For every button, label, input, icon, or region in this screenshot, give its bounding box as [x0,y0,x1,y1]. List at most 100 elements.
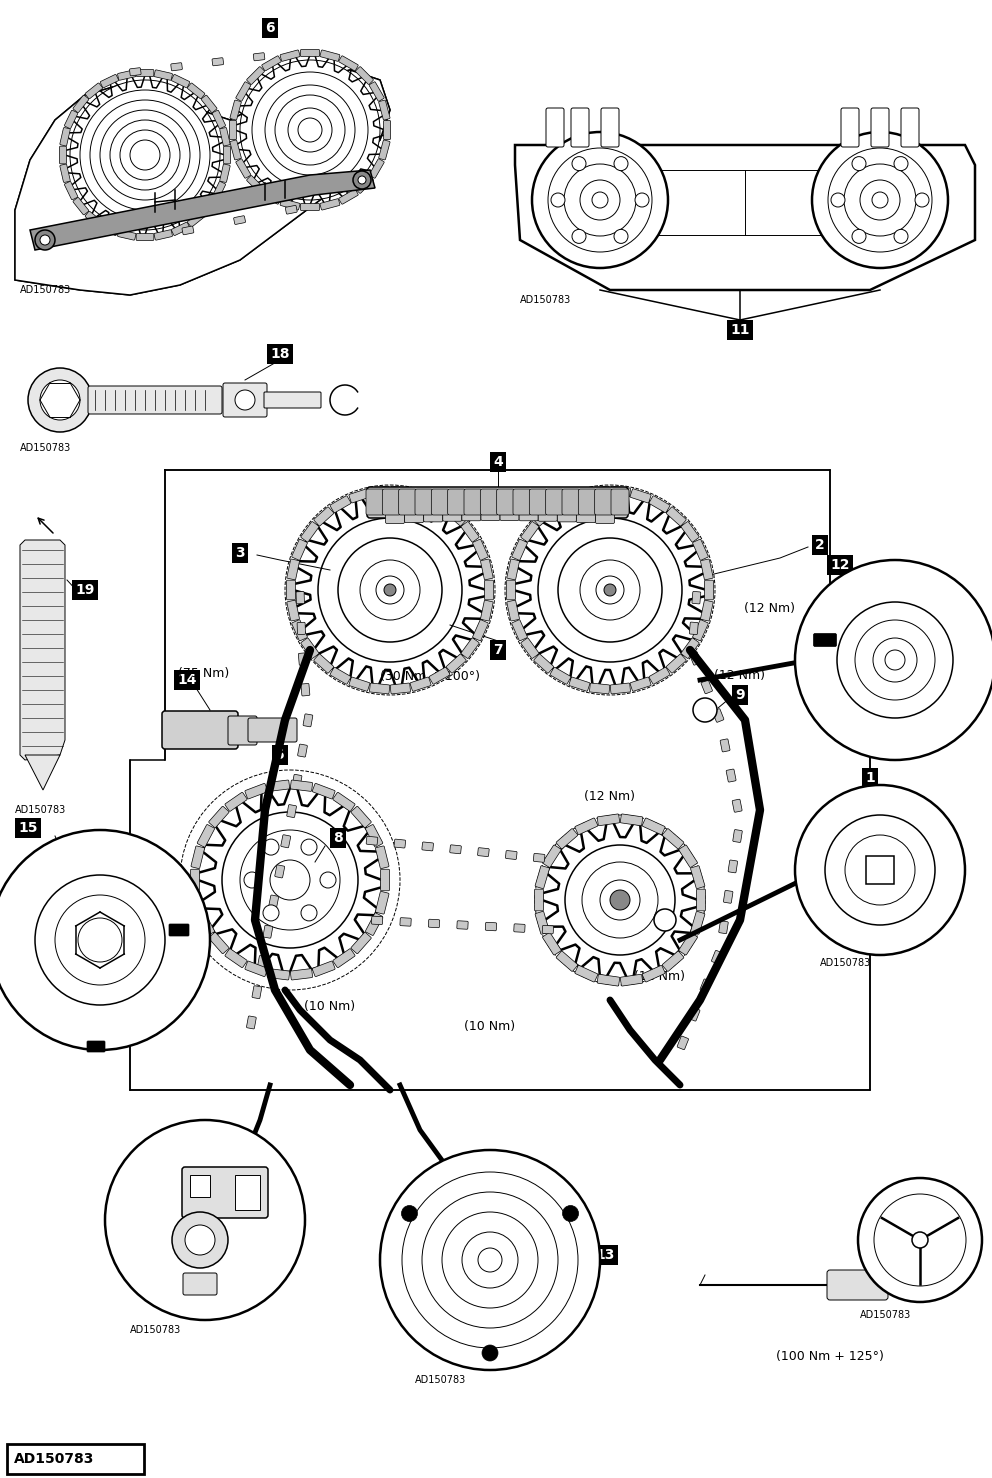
FancyBboxPatch shape [814,695,832,717]
FancyBboxPatch shape [558,510,576,522]
FancyBboxPatch shape [171,62,183,71]
Text: 14: 14 [178,672,196,687]
FancyBboxPatch shape [828,714,850,735]
FancyBboxPatch shape [365,825,383,847]
FancyBboxPatch shape [85,83,102,99]
FancyBboxPatch shape [472,539,488,560]
Circle shape [110,120,180,191]
FancyBboxPatch shape [118,69,136,80]
Circle shape [852,229,866,244]
Circle shape [654,909,676,931]
FancyBboxPatch shape [73,198,88,214]
FancyBboxPatch shape [500,1344,521,1357]
FancyBboxPatch shape [500,508,519,520]
FancyBboxPatch shape [247,1015,256,1029]
FancyBboxPatch shape [301,683,310,696]
Circle shape [270,860,310,900]
FancyBboxPatch shape [248,718,297,742]
FancyBboxPatch shape [339,189,358,204]
FancyBboxPatch shape [42,1012,65,1029]
FancyBboxPatch shape [424,510,442,522]
FancyBboxPatch shape [236,158,251,179]
Circle shape [548,148,652,253]
FancyBboxPatch shape [225,792,247,811]
FancyBboxPatch shape [390,486,411,497]
FancyBboxPatch shape [223,146,230,164]
Circle shape [40,235,50,245]
FancyBboxPatch shape [223,383,267,417]
FancyBboxPatch shape [287,804,297,817]
FancyBboxPatch shape [692,591,700,605]
FancyBboxPatch shape [355,176,373,194]
Circle shape [604,584,616,596]
Circle shape [422,1191,558,1329]
FancyBboxPatch shape [919,575,942,591]
FancyBboxPatch shape [73,95,88,112]
Text: 9: 9 [735,687,745,702]
Circle shape [70,80,220,231]
FancyBboxPatch shape [480,559,493,579]
FancyBboxPatch shape [520,1169,541,1185]
FancyBboxPatch shape [262,189,281,204]
FancyBboxPatch shape [112,844,136,857]
FancyBboxPatch shape [367,486,628,517]
FancyBboxPatch shape [351,807,371,828]
FancyBboxPatch shape [201,198,217,214]
FancyBboxPatch shape [562,489,580,514]
FancyBboxPatch shape [130,68,141,75]
FancyBboxPatch shape [611,489,629,514]
FancyBboxPatch shape [701,680,712,693]
Circle shape [562,1206,578,1221]
FancyBboxPatch shape [184,952,196,975]
FancyBboxPatch shape [64,111,77,129]
FancyBboxPatch shape [258,955,267,968]
FancyBboxPatch shape [719,921,728,934]
FancyBboxPatch shape [296,591,305,605]
FancyBboxPatch shape [848,575,871,591]
FancyBboxPatch shape [400,918,412,927]
Polygon shape [20,539,65,760]
FancyBboxPatch shape [182,1168,268,1218]
FancyBboxPatch shape [262,56,281,71]
FancyBboxPatch shape [642,817,665,835]
FancyBboxPatch shape [546,489,563,514]
Text: AD150783: AD150783 [130,1324,182,1335]
Circle shape [288,108,332,152]
FancyBboxPatch shape [24,995,45,1017]
FancyBboxPatch shape [461,522,479,542]
FancyBboxPatch shape [539,510,558,522]
FancyBboxPatch shape [726,769,736,782]
FancyBboxPatch shape [690,912,705,934]
FancyBboxPatch shape [512,619,528,641]
FancyBboxPatch shape [682,522,699,542]
FancyBboxPatch shape [64,1023,87,1036]
FancyBboxPatch shape [712,708,724,723]
FancyBboxPatch shape [970,672,983,696]
Circle shape [90,101,200,210]
Text: 11: 11 [730,324,750,337]
FancyBboxPatch shape [298,743,308,757]
FancyBboxPatch shape [723,890,733,903]
FancyBboxPatch shape [287,600,300,621]
FancyBboxPatch shape [557,829,577,848]
FancyBboxPatch shape [136,234,154,241]
Circle shape [572,229,586,244]
FancyBboxPatch shape [287,559,300,579]
FancyBboxPatch shape [432,489,449,514]
FancyBboxPatch shape [689,652,701,665]
FancyBboxPatch shape [569,489,590,503]
FancyBboxPatch shape [957,603,976,625]
Circle shape [384,584,396,596]
FancyBboxPatch shape [507,600,520,621]
FancyBboxPatch shape [480,1163,500,1172]
Circle shape [263,840,279,856]
FancyBboxPatch shape [939,714,961,735]
FancyBboxPatch shape [649,495,670,513]
FancyBboxPatch shape [88,386,222,414]
FancyBboxPatch shape [252,986,262,999]
Circle shape [338,538,442,641]
FancyBboxPatch shape [351,933,371,953]
FancyBboxPatch shape [512,539,528,560]
FancyBboxPatch shape [135,1012,158,1029]
FancyBboxPatch shape [162,711,238,749]
